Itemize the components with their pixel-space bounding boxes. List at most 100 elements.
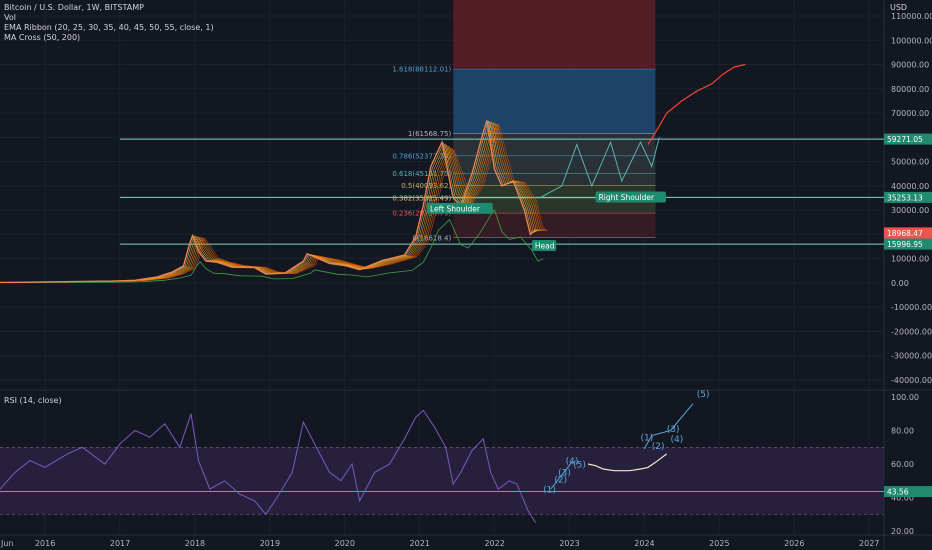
time-tick-label: 2027 [859, 539, 879, 548]
wave-line-2 [643, 403, 694, 450]
price-tick-label: -30000.00 [891, 352, 932, 361]
price-axis[interactable]: 110000.00 100000.00 90000.00 80000.00 70000.… [884, 12, 932, 536]
fib-bottom-zone [453, 213, 656, 238]
price-tick-label: 70000.00 [891, 109, 929, 118]
rsi-path-line [587, 453, 668, 472]
time-tick-label: 2023 [559, 539, 579, 548]
elliott-wave-label: (2) [652, 442, 665, 452]
price-tag-value: 18968.47 [887, 229, 923, 238]
ema-ribbon-line [4, 121, 541, 283]
elliott-wave-label: (1) [641, 434, 654, 444]
pattern-tag-text: Left Shoulder [430, 204, 481, 213]
ema-ribbon-line [7, 122, 544, 283]
price-tick-label: 100000.00 [891, 36, 932, 45]
time-tick-label: Jun [0, 539, 14, 548]
pattern-tag: Head [531, 240, 557, 252]
rsi-value-box [884, 486, 932, 498]
rsi-tick-label: 20.00 [891, 527, 914, 536]
price-tag-box [884, 133, 932, 145]
time-tick-label: 2020 [335, 539, 355, 548]
price-tick-label: 40000.00 [891, 182, 929, 191]
btc-price-line [0, 120, 537, 284]
price-line [0, 120, 537, 284]
pattern-tag-text: Right Shoulder [599, 193, 655, 202]
fib-level-label: 1(61568.75) [408, 130, 452, 138]
price-tick-label: 90000.00 [891, 61, 929, 70]
forecast-line [539, 63, 746, 199]
wave-line-1 [550, 460, 574, 490]
price-tag-value: 15996.95 [887, 240, 923, 249]
price-tick-label: 10000.00 [891, 255, 929, 264]
price-tag-box [884, 227, 932, 239]
elliott-wave-label: (3) [667, 425, 680, 435]
rsi-tick-label: 80.00 [891, 427, 914, 436]
forecast-path [647, 63, 746, 145]
time-tick-label: 2022 [484, 539, 504, 548]
time-tick-label: 2018 [185, 539, 205, 548]
time-tick-label: 2016 [35, 539, 55, 548]
currency-label: USD [890, 3, 908, 12]
price-tag-value: 59271.05 [887, 135, 923, 144]
projection-zigzag [539, 137, 660, 199]
price-tick-label: -10000.00 [891, 303, 932, 312]
rsi-value-tag: 43.56 [884, 486, 932, 498]
elliott-wave-label: (1) [543, 485, 556, 495]
price-tag: 15996.95 [884, 238, 932, 250]
fib-level-label: 0.786(52377.39) [392, 152, 451, 160]
price-tick-label: 0.00 [891, 279, 909, 288]
pattern-tag-text: Head [535, 242, 555, 251]
pattern-tag-box [531, 240, 557, 252]
ema-ribbon-line [11, 124, 548, 283]
price-tick-label: 80000.00 [891, 85, 929, 94]
rsi-legend[interactable]: RSI (14, close) [4, 396, 62, 405]
rsi-band [0, 447, 884, 515]
pattern-tag-box [595, 191, 666, 203]
time-tick-label: 2024 [634, 539, 654, 548]
rsi-tick-label: 100.00 [891, 393, 919, 402]
elliott-wave-label: (4) [670, 435, 683, 445]
price-tick-label: 110000.00 [891, 12, 932, 21]
elliott-wave-label: (5) [573, 460, 586, 470]
price-tag-value: 35253.13 [887, 193, 923, 202]
price-tick-label: 30000.00 [891, 206, 929, 215]
rsi-value: 43.56 [887, 488, 909, 497]
horizontal-levels [119, 138, 884, 245]
fib-level-label: 0(18618.4) [412, 234, 451, 242]
fib-extension-zone [453, 69, 656, 134]
elliott-wave-label: (2) [554, 475, 567, 485]
price-tag: 35253.13 [884, 191, 932, 203]
ema-ribbon-line [10, 123, 547, 283]
elliott-wave-label: (3) [558, 469, 571, 479]
ema-ribbon-line [5, 122, 542, 283]
price-tag: 18968.47 [884, 227, 932, 239]
rsi-tick-label: 60.00 [891, 460, 914, 469]
time-tick-label: 2017 [110, 539, 130, 548]
fib-level-label: 1.618(88112.01) [392, 66, 451, 74]
pattern-tag-box [427, 202, 493, 214]
ema-ribbon-line [8, 123, 545, 283]
symbol-title[interactable]: Bitcoin / U.S. Dollar, 1W, BITSTAMP [4, 3, 144, 12]
time-tick-label: 2019 [260, 539, 280, 548]
price-tag-box [884, 238, 932, 250]
rsi-panel: (1)(2)(3)(4)(5)(1)(2)(3)(4)(5) [0, 390, 884, 523]
price-tick-label: -40000.00 [891, 376, 932, 385]
price-tick-label: -20000.00 [891, 327, 932, 336]
pattern-tag: Left Shoulder [427, 202, 493, 214]
ema-ribbon-legend[interactable]: EMA Ribbon (20, 25, 30, 35, 40, 45, 50, … [4, 23, 214, 32]
time-tick-label: 2026 [784, 539, 804, 548]
volume-legend[interactable]: Vol [4, 13, 16, 22]
price-tick-label: 50000.00 [891, 158, 929, 167]
fib-level-label: 0.382(35025.49) [392, 194, 451, 202]
ma-cross-legend[interactable]: MA Cross (50, 200) [4, 33, 81, 42]
pattern-tags: Left Shoulder Head Right Shoulder [427, 191, 666, 252]
fib-level-label: 0.618(45161.75) [392, 170, 451, 178]
time-tick-label: 2025 [709, 539, 729, 548]
time-axis[interactable]: Jun 2016 2017 2018 2019 2020 2021 2022 2023 2024 2… [0, 539, 879, 548]
rsi-line [0, 409, 537, 523]
price-tag-box [884, 191, 932, 203]
elliott-wave-label: (5) [697, 390, 710, 400]
fib-upper-zone [453, 0, 656, 70]
pattern-tag: Right Shoulder [595, 191, 666, 203]
rsi-tick-label: 40.00 [891, 494, 914, 503]
